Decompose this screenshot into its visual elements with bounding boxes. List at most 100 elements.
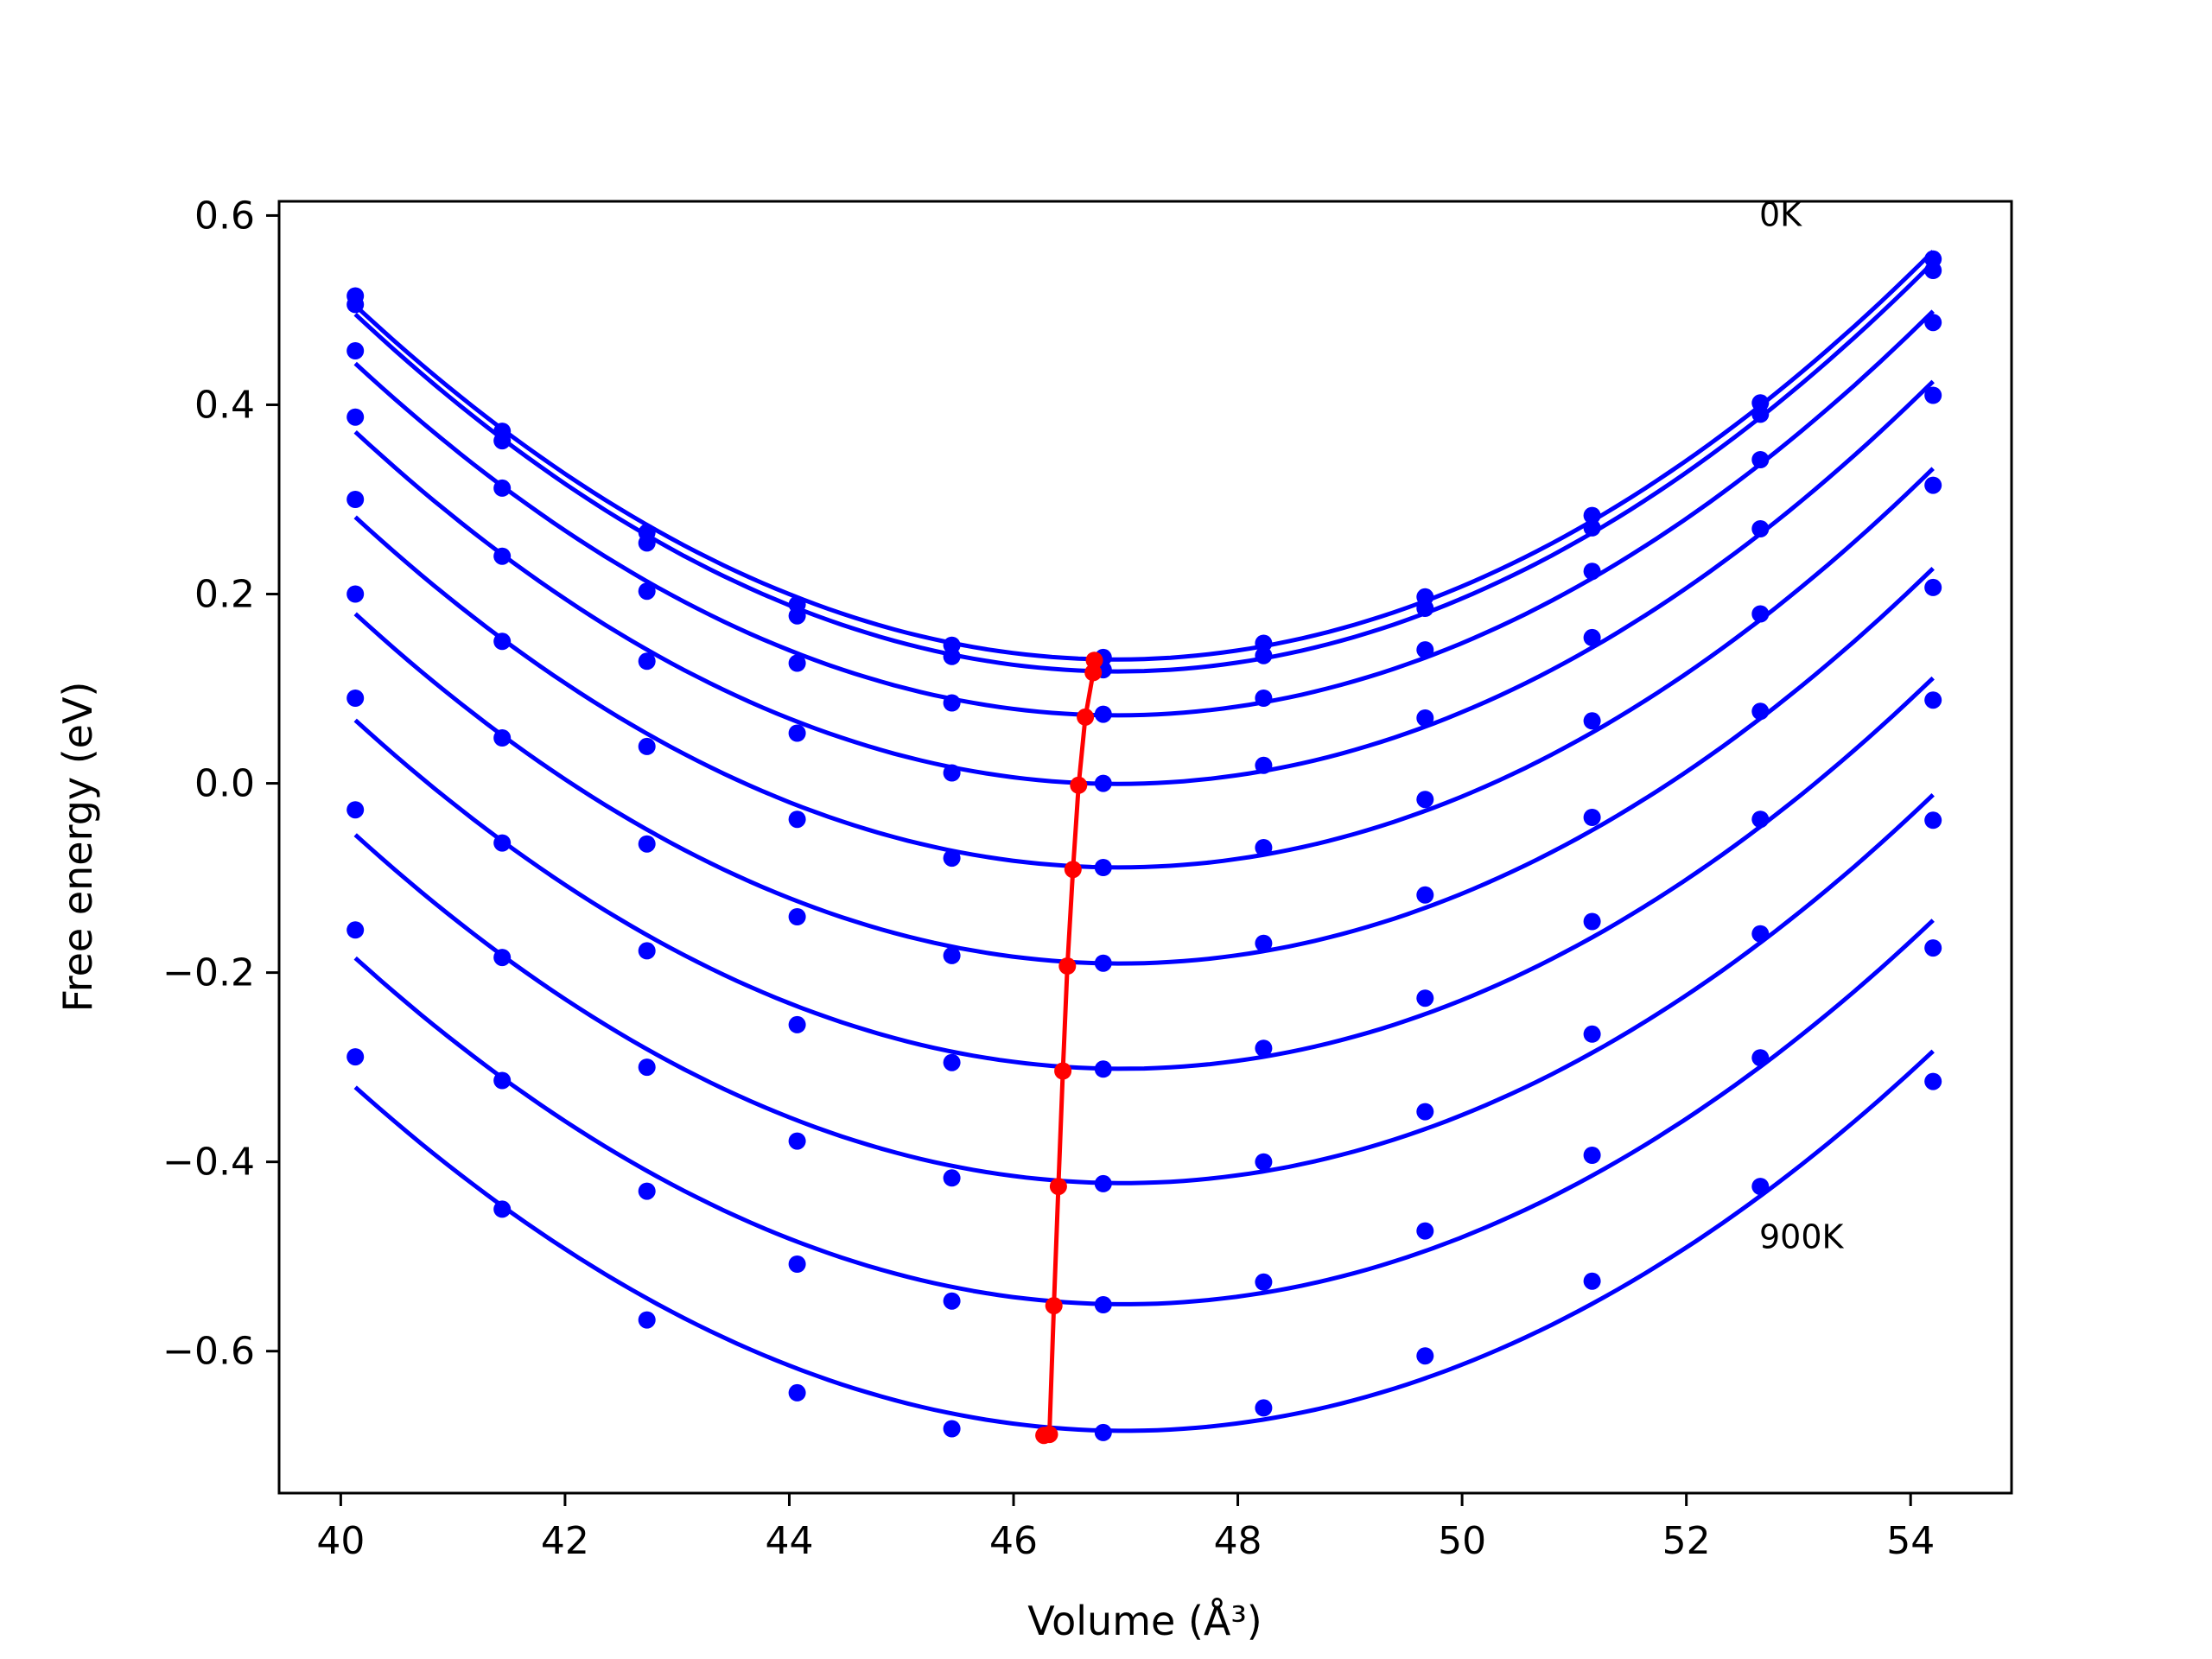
data-point-100K-2: [638, 534, 656, 552]
data-point-300K-1: [493, 547, 512, 565]
data-point-700K-1: [493, 949, 512, 967]
data-point-800K-0: [346, 921, 365, 939]
data-point-200K-6: [1255, 690, 1273, 707]
data-point-900K-7: [1416, 1347, 1434, 1365]
x-tick-label-5: 50: [1438, 1519, 1486, 1563]
data-point-800K-1: [493, 1071, 512, 1090]
data-point-900K-4: [943, 1420, 961, 1438]
data-point-200K-9: [1751, 451, 1770, 468]
data-point-400K-4: [943, 849, 961, 868]
data-point-500K-0: [346, 585, 365, 603]
minima-point-7: [1049, 1178, 1067, 1196]
data-point-100K-1: [493, 432, 512, 450]
data-point-0K-8: [1583, 506, 1601, 524]
data-point-800K-4: [943, 1292, 961, 1310]
data-point-600K-4: [943, 1053, 961, 1071]
data-point-400K-1: [493, 632, 512, 651]
series-line-900K: [353, 1049, 1935, 1433]
x-axis-title: Volume (Å³): [1027, 1598, 1262, 1644]
data-point-700K-4: [943, 1169, 961, 1187]
data-point-400K-5: [1094, 859, 1112, 876]
data-point-800K-10: [1924, 939, 1942, 957]
data-point-900K-8: [1583, 1272, 1601, 1290]
data-point-200K-2: [638, 582, 656, 601]
data-point-400K-9: [1751, 605, 1770, 623]
data-point-300K-0: [346, 408, 365, 426]
data-point-500K-6: [1255, 934, 1273, 952]
y-tick-label-5: 0.4: [194, 383, 255, 427]
data-point-100K-4: [943, 647, 961, 665]
y-tick-label-4: 0.2: [194, 573, 255, 617]
data-point-500K-2: [638, 835, 656, 853]
data-point-400K-6: [1255, 839, 1273, 856]
data-point-600K-2: [638, 942, 656, 960]
minima-point-8: [1045, 1297, 1063, 1315]
data-point-400K-2: [638, 737, 656, 755]
data-point-500K-9: [1751, 702, 1770, 721]
x-tick-label-2: 44: [765, 1519, 813, 1563]
data-point-500K-3: [788, 908, 806, 925]
minima-point-1: [1084, 664, 1103, 682]
data-point-600K-1: [493, 834, 512, 852]
data-point-900K-9: [1751, 1178, 1770, 1196]
data-point-100K-6: [1255, 646, 1273, 664]
minima-point-6: [1054, 1062, 1072, 1080]
data-point-800K-5: [1094, 1296, 1112, 1313]
data-point-900K-5: [1094, 1423, 1112, 1441]
data-point-100K-3: [788, 607, 806, 625]
data-point-600K-6: [1255, 1039, 1273, 1058]
data-point-100K-0: [346, 296, 365, 314]
data-point-500K-5: [1094, 954, 1112, 972]
data-point-300K-4: [943, 764, 961, 782]
data-point-100K-10: [1924, 262, 1942, 279]
data-point-600K-7: [1416, 989, 1434, 1007]
y-tick-label-3: 0.0: [194, 762, 255, 806]
data-point-500K-10: [1924, 578, 1942, 596]
data-point-400K-3: [788, 810, 806, 829]
data-point-900K-3: [788, 1383, 806, 1402]
data-point-900K-0: [346, 1048, 365, 1066]
data-point-600K-10: [1924, 691, 1942, 709]
x-tick-label-1: 42: [541, 1519, 589, 1563]
series-line-400K: [353, 467, 1935, 870]
data-point-300K-3: [788, 724, 806, 742]
y-tick-label-6: 0.6: [194, 194, 255, 238]
minima-point-2: [1077, 708, 1095, 726]
plot-frame: [277, 200, 2013, 1495]
x-tick-label-6: 52: [1662, 1519, 1711, 1563]
series-line-500K: [353, 566, 1935, 966]
data-point-500K-7: [1416, 886, 1434, 904]
data-point-500K-1: [493, 729, 512, 747]
data-point-400K-0: [346, 491, 365, 508]
annotation-label-0: 0K: [1759, 195, 1802, 233]
data-point-200K-0: [346, 342, 365, 359]
data-point-600K-0: [346, 690, 365, 707]
series-line-700K: [353, 792, 1935, 1185]
y-axis-title: Free energy (eV): [54, 682, 101, 1013]
data-point-800K-9: [1751, 1049, 1770, 1067]
data-point-100K-8: [1583, 518, 1601, 537]
data-point-400K-8: [1583, 712, 1601, 730]
data-point-500K-8: [1583, 809, 1601, 826]
series-line-600K: [353, 676, 1935, 1071]
data-point-800K-8: [1583, 1147, 1601, 1164]
annotation-label-1: 900K: [1759, 1217, 1845, 1255]
data-point-800K-2: [638, 1182, 656, 1200]
data-point-900K-6: [1255, 1399, 1273, 1417]
y-tick-label-2: −0.2: [162, 951, 255, 995]
minima-point-4: [1064, 861, 1082, 879]
minima-point-10: [1035, 1427, 1053, 1445]
series-line-100K: [353, 260, 1935, 674]
data-point-800K-7: [1416, 1222, 1434, 1240]
data-point-700K-0: [346, 801, 365, 819]
data-point-700K-7: [1416, 1103, 1434, 1121]
data-point-700K-6: [1255, 1153, 1273, 1171]
data-point-700K-10: [1924, 811, 1942, 830]
data-point-200K-3: [788, 654, 806, 672]
data-point-600K-9: [1751, 810, 1770, 829]
data-point-100K-9: [1751, 405, 1770, 423]
axes-ticks: 40 42 44 46 48 50 52 54 −0.6 −0.4 −0.2 0.0 0.2 0.4 0.6: [162, 194, 1935, 1563]
series-line-300K: [353, 379, 1935, 786]
x-tick-label-0: 40: [316, 1519, 365, 1563]
